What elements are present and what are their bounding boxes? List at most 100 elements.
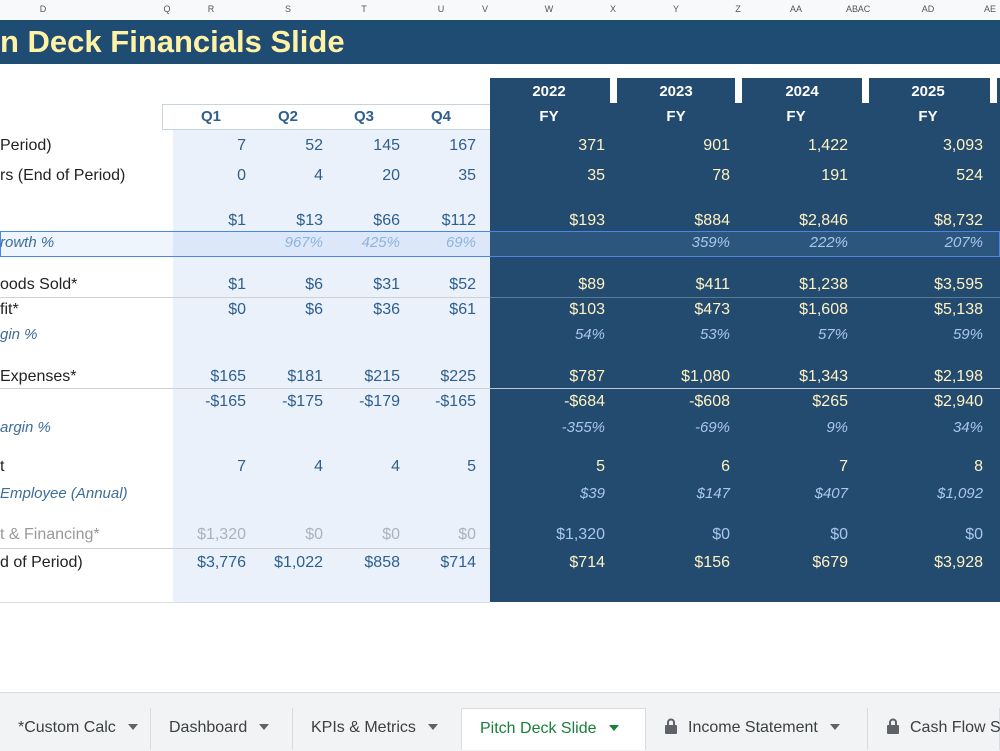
cell-value: $1,608: [799, 301, 848, 318]
cell-value: $1,238: [799, 276, 848, 293]
cell-value: -$165: [435, 393, 476, 410]
cell-value: 7: [237, 137, 246, 154]
column-letter: Z: [735, 4, 741, 14]
cell-value: $1,320: [197, 526, 246, 543]
cell-value: 222%: [809, 234, 848, 251]
cell-value: $0: [305, 526, 323, 543]
tab-label: Dashboard: [169, 719, 248, 736]
row-label: Expenses*: [0, 368, 77, 385]
cell-value: 7: [839, 458, 848, 475]
row-label: t & Financing*: [0, 526, 100, 543]
cell-value: 4: [314, 167, 323, 184]
row-label: d of Period): [0, 554, 83, 571]
cell-value: $787: [569, 368, 605, 385]
cell-value: 967%: [284, 234, 323, 251]
tab-menu-arrow[interactable]: [608, 725, 619, 731]
sheet-tab[interactable]: Pitch Deck Slide: [462, 708, 646, 750]
sheet-title: n Deck Financials Slide: [0, 24, 345, 59]
column-letter: Q: [163, 4, 171, 14]
quarter-header-box: [162, 104, 490, 130]
cell-value: $1,022: [274, 554, 323, 571]
period-header: FY: [539, 108, 559, 125]
row-label: argin %: [0, 419, 51, 436]
column-letter: AB: [845, 4, 859, 14]
title-band: [0, 20, 1000, 64]
column-letter: W: [544, 4, 554, 14]
year-gap: [990, 78, 997, 103]
tab-label: Pitch Deck Slide: [480, 720, 597, 737]
row-label: rowth %: [0, 234, 55, 251]
tab-label: KPIs & Metrics: [311, 719, 416, 736]
tab-menu-arrow[interactable]: [259, 724, 270, 730]
tab-menu-arrow[interactable]: [127, 724, 138, 730]
row-label: rs (End of Period): [0, 167, 126, 184]
cell-value: 371: [578, 137, 605, 154]
cell-value: 57%: [817, 326, 848, 343]
cell-value: $0: [965, 526, 983, 543]
cell-value: 191: [821, 167, 848, 184]
column-letter: AC: [857, 4, 871, 14]
year-gap: [735, 78, 742, 103]
row-divider: [0, 602, 490, 603]
cell-value: $884: [694, 212, 730, 229]
lock-icon: [887, 718, 899, 734]
row-label: fit*: [0, 301, 19, 318]
cell-value: $3,776: [197, 554, 246, 571]
column-letter: Y: [672, 4, 680, 14]
row-divider: [0, 297, 490, 298]
cell-value: $473: [694, 301, 730, 318]
cell-value: 901: [703, 137, 730, 154]
cell-value: $1,343: [799, 368, 848, 385]
cell-value: -$175: [282, 393, 323, 410]
year-header: 2024: [785, 83, 819, 100]
row-divider: [490, 297, 1000, 298]
cell-value: 53%: [699, 326, 730, 343]
sheet-tab[interactable]: *Custom Calc: [0, 708, 151, 750]
row-divider: [0, 388, 490, 389]
fy-area: [490, 78, 1000, 602]
cell-value: $5,138: [934, 301, 983, 318]
sheet-tab[interactable]: Income Statement: [646, 708, 868, 750]
sheet-tab[interactable]: KPIs & Metrics: [293, 708, 462, 750]
cell-value: $61: [449, 301, 476, 318]
cell-value: $3,595: [934, 276, 983, 293]
cell-value: $1: [228, 212, 246, 229]
sheet-tab[interactable]: Cash Flow S: [868, 708, 1000, 750]
cell-value: $1: [228, 276, 246, 293]
year-gap: [862, 78, 869, 103]
period-header: Q4: [430, 108, 451, 125]
period-header: Q1: [200, 108, 221, 125]
cell-value: -$684: [564, 393, 605, 410]
cell-value: $411: [695, 276, 730, 293]
tab-menu-arrow[interactable]: [427, 724, 438, 730]
cell-value: $36: [373, 301, 400, 318]
period-header: Q3: [353, 108, 374, 125]
cell-value: $679: [812, 554, 848, 571]
cell-value: 78: [712, 167, 730, 184]
cell-value: $1,320: [556, 526, 605, 543]
cell-value: 1,422: [807, 137, 848, 154]
tab-label: Income Statement: [688, 719, 818, 736]
cell-value: 20: [382, 167, 400, 184]
column-letter: T: [361, 4, 367, 14]
sheet-tab[interactable]: Dashboard: [151, 708, 293, 750]
column-letter: X: [609, 4, 617, 14]
cell-value: 359%: [691, 234, 730, 251]
year-gap: [610, 78, 617, 103]
cell-value: $147: [696, 485, 730, 502]
cell-value: $89: [578, 276, 605, 293]
column-letter: AA: [789, 4, 803, 14]
column-letter: AE: [983, 4, 997, 14]
cell-value: -$165: [205, 393, 246, 410]
cell-value: 4: [391, 458, 400, 475]
cell-value: $6: [305, 301, 323, 318]
cell-value: $215: [364, 368, 400, 385]
cell-value: 6: [721, 458, 730, 475]
tab-menu-arrow[interactable]: [829, 724, 840, 730]
cell-value: 8: [974, 458, 983, 475]
cell-value: $6: [305, 276, 323, 293]
cell-value: $66: [373, 212, 400, 229]
cell-value: 207%: [944, 234, 983, 251]
period-header: FY: [918, 108, 938, 125]
